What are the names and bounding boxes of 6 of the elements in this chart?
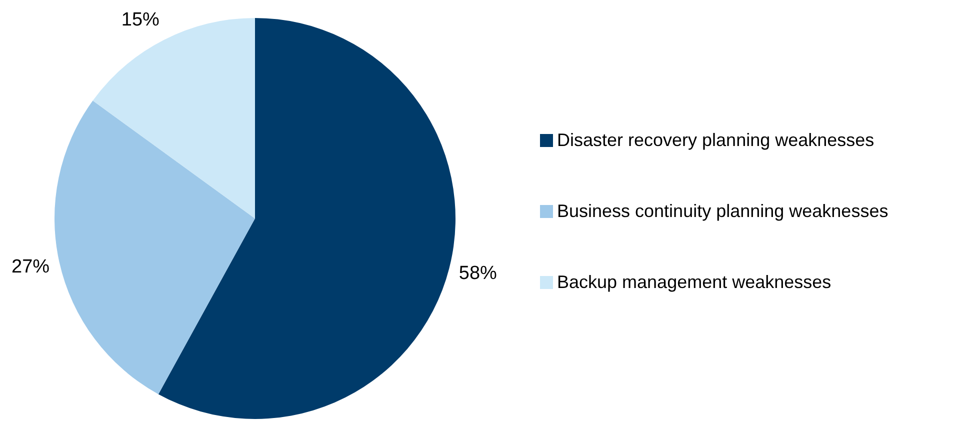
legend-label: Backup management weaknesses [557, 271, 832, 294]
legend-label: Disaster recovery planning weaknesses [557, 129, 874, 152]
data-label: 15% [121, 9, 160, 30]
legend-label: Business continuity planning weaknesses [557, 200, 888, 223]
data-label: 27% [12, 256, 50, 278]
data-label: 58% [458, 263, 498, 284]
